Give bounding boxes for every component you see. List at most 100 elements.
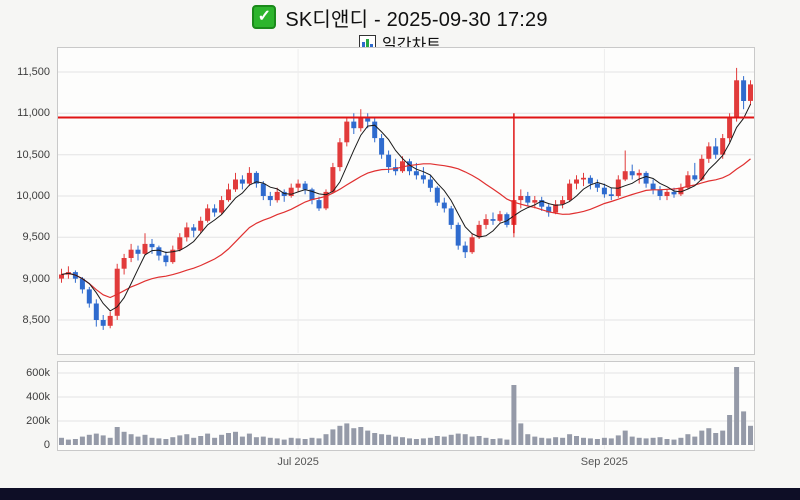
volume-bar: [72, 439, 78, 445]
candle-body: [205, 208, 211, 221]
candle-body: [135, 249, 141, 254]
date-axis-label: Sep 2025: [580, 456, 628, 468]
price-axis-label: 11,500: [17, 66, 50, 78]
volume-bar: [518, 423, 524, 445]
volume-bar: [59, 437, 64, 445]
candle-body: [462, 245, 468, 253]
candle-body: [149, 243, 155, 248]
candle-body: [727, 117, 733, 139]
volume-bar: [191, 437, 197, 445]
candle-body: [560, 200, 566, 205]
volume-bar: [358, 427, 364, 445]
volume-bar: [316, 438, 322, 445]
price-axis-label: 9,500: [22, 231, 50, 244]
checked-checkbox-icon[interactable]: [252, 5, 277, 29]
volume-bar: [295, 438, 301, 445]
candle-body: [476, 224, 482, 238]
volume-axis-label: 0: [43, 439, 50, 451]
volume-bar: [163, 439, 169, 445]
candle-body: [490, 219, 496, 221]
candle-body: [455, 224, 461, 246]
volume-bar: [128, 434, 134, 445]
candle-body: [219, 200, 225, 213]
candle-body: [448, 208, 454, 225]
volume-bar: [156, 438, 162, 445]
candle-body: [344, 121, 350, 143]
volume-bar: [142, 434, 148, 445]
candle-body: [581, 177, 586, 180]
candle-body: [734, 80, 740, 118]
volume-bar: [170, 437, 176, 445]
candle-body: [518, 196, 524, 201]
price-axis-label: 10,000: [16, 190, 50, 202]
price-axis-label: 10,500: [16, 148, 50, 161]
volume-bar: [567, 434, 573, 445]
volume-bar: [393, 436, 399, 445]
volume-bar: [650, 437, 656, 445]
candle-body: [504, 214, 510, 225]
volume-bar: [615, 435, 621, 445]
candle-body: [337, 142, 343, 168]
price-chart[interactable]: [57, 47, 755, 355]
volume-bar: [260, 436, 266, 445]
candle-body: [643, 172, 649, 184]
volume-chart-canvas: [58, 363, 754, 449]
volume-bar: [462, 434, 468, 445]
volume-bar: [511, 385, 517, 445]
volume-bar: [379, 434, 385, 445]
price-chart-canvas: [58, 49, 754, 353]
candle-body: [267, 196, 273, 201]
volume-bar: [205, 433, 211, 445]
candle-body: [567, 183, 573, 201]
volume-axis-label: 400k: [26, 391, 50, 403]
volume-bar: [212, 437, 218, 445]
date-axis-label: Jul 2025: [277, 456, 319, 468]
candle-body: [365, 116, 371, 122]
volume-bar: [219, 434, 225, 445]
candle-body: [156, 247, 162, 256]
candle-body: [601, 187, 607, 195]
candle-body: [574, 179, 579, 184]
candle-body: [233, 179, 238, 190]
candle-body: [114, 268, 120, 316]
candle-body: [692, 175, 698, 180]
volume-bar: [699, 430, 705, 445]
volume-chart[interactable]: [57, 361, 755, 451]
candle-body: [532, 200, 538, 203]
candle-body: [330, 167, 336, 192]
volume-bar: [678, 437, 684, 445]
candle-body: [93, 303, 99, 320]
volume-bar: [560, 437, 566, 445]
volume-bar: [184, 434, 190, 445]
candle-body: [748, 84, 753, 101]
volume-bar: [643, 438, 649, 445]
candle-body: [100, 320, 106, 326]
candle-body: [212, 208, 218, 213]
candle-body: [163, 255, 169, 263]
volume-bar: [226, 433, 231, 445]
volume-bar: [86, 434, 92, 445]
candle-body: [441, 202, 447, 209]
candle-body: [198, 220, 204, 231]
volume-bar: [622, 430, 628, 445]
volume-bar: [427, 437, 433, 445]
volume-bar: [692, 436, 698, 445]
volume-bar: [65, 439, 71, 445]
candle-body: [741, 80, 747, 101]
volume-bar: [434, 436, 440, 445]
volume-bar: [664, 439, 670, 445]
volume-bar: [177, 435, 183, 445]
volume-bar: [365, 430, 371, 445]
volume-bar: [149, 437, 155, 445]
volume-axis-label: 200k: [26, 415, 50, 427]
candle-body: [170, 249, 176, 263]
price-axis-label: 11,000: [17, 107, 50, 120]
volume-bar: [685, 434, 691, 445]
volume-bar: [594, 439, 600, 445]
volume-bar: [107, 437, 113, 445]
volume-bar: [601, 437, 607, 445]
volume-bar: [309, 437, 315, 445]
volume-bar: [441, 436, 447, 445]
candle-body: [720, 138, 726, 155]
volume-bar: [413, 439, 419, 445]
